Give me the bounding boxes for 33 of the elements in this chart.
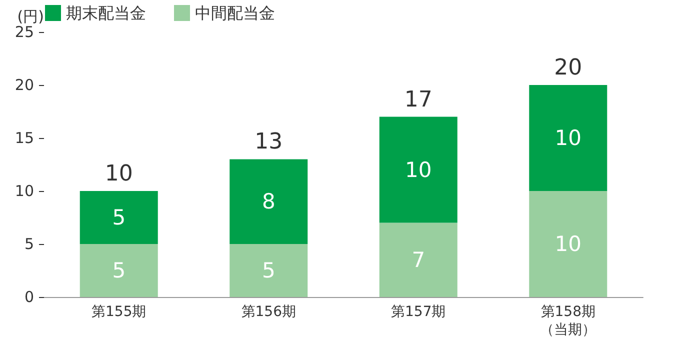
data-label: 8 (262, 190, 276, 214)
total-label: 10 (104, 162, 133, 186)
legend-label: 期末配当金 (66, 4, 146, 22)
bar (379, 222, 458, 297)
total-label: 17 (404, 87, 432, 112)
y-axis-title: (円) (17, 8, 44, 26)
x-tick-label: 第157期 (391, 304, 446, 320)
y-tick-label: 20 (14, 76, 34, 94)
data-label: 10 (405, 158, 432, 182)
bar (80, 244, 158, 297)
data-label: 10 (554, 232, 582, 256)
bar (529, 191, 608, 297)
x-tick-label: 第158期（当期） (540, 304, 596, 338)
y-tick-label: 5 (24, 235, 34, 253)
total-label: 20 (554, 56, 582, 80)
x-tick-label: 第156期 (241, 304, 296, 320)
legend-label: 中間配当金 (195, 4, 275, 22)
data-label: 5 (262, 258, 276, 282)
x-tick-label: 第155期 (92, 304, 146, 320)
total-label: 13 (254, 130, 283, 155)
bar (379, 116, 458, 223)
data-label: 5 (112, 206, 126, 230)
y-tick-label: 0 (24, 288, 34, 306)
data-label: 10 (554, 126, 582, 150)
y-tick-label: 10 (14, 182, 34, 200)
data-label: 5 (112, 258, 126, 282)
bar (80, 191, 158, 244)
y-tick-label: 15 (14, 129, 34, 147)
bar (230, 244, 308, 297)
bar (529, 85, 608, 191)
y-tick-label: 25 (14, 23, 34, 41)
bar (230, 159, 308, 244)
data-label: 7 (412, 248, 426, 272)
